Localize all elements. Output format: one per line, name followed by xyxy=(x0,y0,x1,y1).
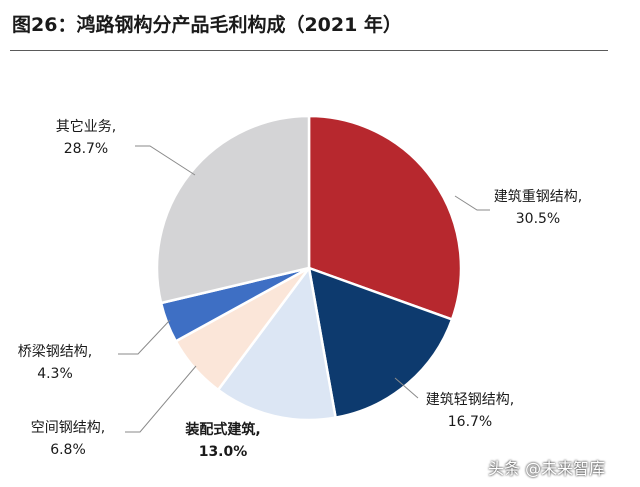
slice-value-4: 4.3% xyxy=(37,366,73,382)
pie-slice-0 xyxy=(307,114,463,321)
slice-value-0: 30.5% xyxy=(516,211,560,227)
slice-labels: 建筑重钢结构, 30.5% 建筑轻钢结构, 16.7% 装配式建筑, 13.0% 空间钢结构… xyxy=(18,118,582,460)
leader-line-0 xyxy=(454,195,490,211)
pie-slice-2 xyxy=(216,266,337,422)
title-divider xyxy=(10,50,608,51)
pie-slice-5 xyxy=(155,114,311,305)
slice-label-5: 其它业务, xyxy=(56,118,116,135)
slice-label-2: 装配式建筑, xyxy=(184,421,260,438)
slice-label-3: 空间钢结构, xyxy=(31,420,105,436)
pie-slices xyxy=(155,114,463,422)
leader-line-4 xyxy=(118,319,171,355)
slice-value-1: 16.7% xyxy=(448,414,492,430)
slice-label-4: 桥梁钢结构, xyxy=(18,344,92,360)
pie-slice-1 xyxy=(307,266,454,419)
leader-line-5 xyxy=(135,145,196,176)
chart-title: 图26：鸿路钢构分产品毛利构成（2021 年） xyxy=(12,14,402,36)
leader-lines xyxy=(118,145,490,433)
leader-line-1 xyxy=(394,377,419,399)
watermark: 头条 @未来智库 xyxy=(488,459,606,478)
leader-line-3 xyxy=(125,365,197,433)
slice-value-5: 28.7% xyxy=(64,141,108,157)
slice-label-1: 建筑轻钢结构, xyxy=(426,392,514,408)
slice-label-0: 建筑重钢结构, xyxy=(494,189,582,205)
slice-value-2: 13.0% xyxy=(199,444,248,460)
slice-value-3: 6.8% xyxy=(50,442,86,458)
